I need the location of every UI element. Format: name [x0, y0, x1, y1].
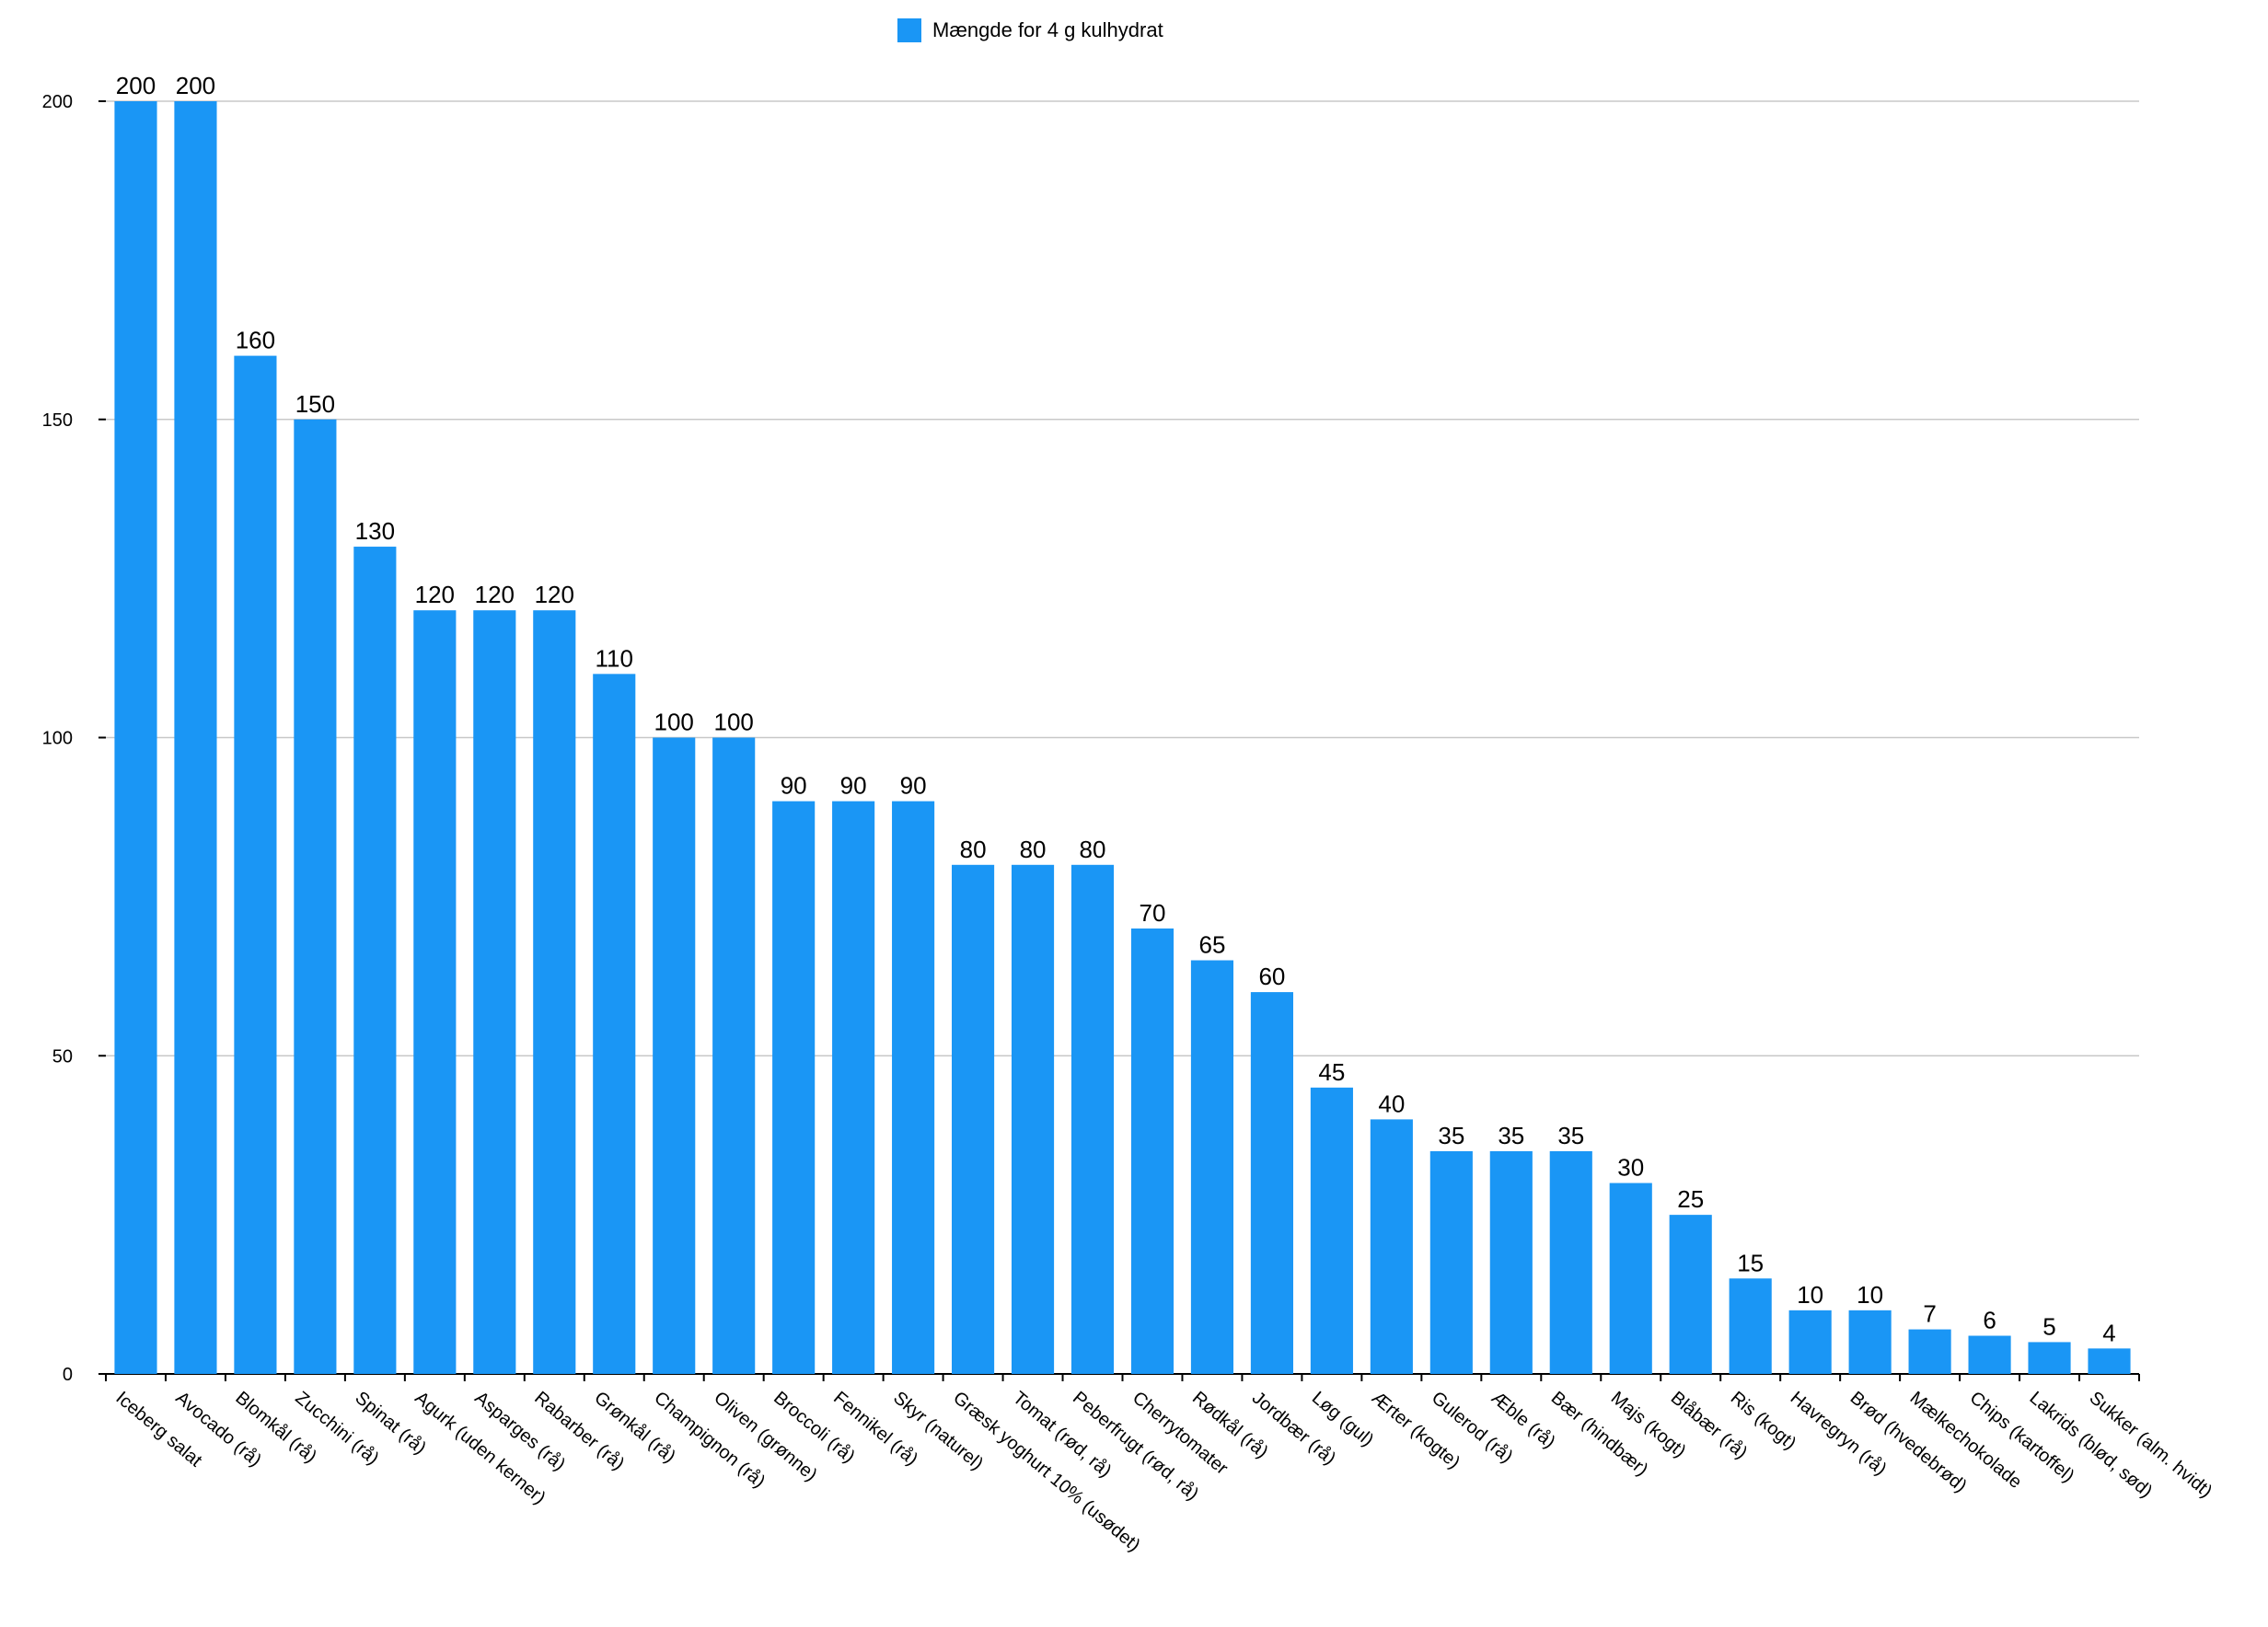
y-tick-label: 50	[52, 1046, 73, 1067]
data-label: 90	[781, 772, 807, 800]
data-label: 120	[475, 581, 515, 608]
bar	[1669, 1215, 1712, 1374]
data-label: 10	[1797, 1281, 1823, 1309]
legend: Mængde for 4 g kulhydrat	[897, 17, 1163, 44]
bar	[1310, 1087, 1353, 1374]
legend-label: Mængde for 4 g kulhydrat	[932, 18, 1163, 41]
data-label: 150	[295, 390, 335, 418]
bar	[1788, 1310, 1832, 1374]
category-label: Oliven (grønne)	[710, 1388, 821, 1485]
category-label: Champignon (rå)	[650, 1388, 769, 1492]
data-label: 110	[596, 644, 633, 672]
bar	[1848, 1310, 1892, 1374]
data-label: 70	[1140, 899, 1166, 927]
data-label: 15	[1737, 1249, 1764, 1276]
bar	[294, 419, 337, 1374]
category-label: Chips (kartoffel)	[1966, 1388, 2078, 1486]
data-label: 130	[355, 517, 395, 545]
bar	[653, 737, 696, 1374]
bar	[174, 101, 217, 1374]
data-label: 10	[1857, 1281, 1883, 1309]
bar	[593, 674, 636, 1374]
bar	[1609, 1183, 1652, 1374]
bar	[892, 801, 935, 1374]
data-label: 30	[1617, 1154, 1644, 1182]
data-label: 25	[1677, 1185, 1704, 1213]
data-label: 100	[654, 709, 694, 736]
bar	[1908, 1329, 1951, 1374]
bar	[2088, 1348, 2131, 1374]
bar	[1429, 1150, 1473, 1374]
data-label: 65	[1198, 931, 1225, 959]
bar	[114, 101, 157, 1374]
y-tick-label: 200	[42, 92, 73, 112]
bar	[1011, 864, 1055, 1374]
y-tick-label: 0	[63, 1365, 73, 1385]
bar	[832, 801, 875, 1374]
bar	[1549, 1150, 1592, 1374]
data-label: 7	[1923, 1300, 1936, 1328]
data-label: 80	[960, 836, 987, 863]
bar	[413, 610, 457, 1374]
bar	[533, 610, 576, 1374]
bar	[712, 737, 756, 1374]
bar	[1190, 960, 1234, 1374]
data-label: 120	[535, 581, 574, 608]
data-label: 160	[236, 327, 275, 354]
bar	[2028, 1342, 2071, 1374]
data-label: 100	[713, 709, 753, 736]
data-label: 35	[1498, 1122, 1524, 1149]
data-label: 5	[2042, 1312, 2055, 1340]
data-label: 6	[1983, 1307, 1996, 1334]
bar	[473, 610, 516, 1374]
data-label: 35	[1557, 1122, 1584, 1149]
data-label: 35	[1438, 1122, 1464, 1149]
bar	[1250, 992, 1293, 1374]
bar	[1489, 1150, 1533, 1374]
y-tick-label: 150	[42, 410, 73, 431]
bar	[1729, 1278, 1772, 1374]
data-label: 90	[840, 772, 867, 800]
data-label: 45	[1318, 1058, 1345, 1086]
data-label: 200	[176, 72, 215, 99]
data-label: 80	[1080, 836, 1106, 863]
bar	[772, 801, 816, 1374]
bar	[1070, 864, 1115, 1374]
data-label: 60	[1258, 963, 1285, 990]
y-tick-label: 100	[42, 729, 73, 749]
bar	[234, 355, 277, 1375]
data-label: 40	[1378, 1090, 1405, 1117]
bar	[353, 547, 397, 1374]
data-label: 80	[1020, 836, 1047, 863]
data-label: 90	[900, 772, 927, 800]
bar	[1130, 928, 1174, 1374]
data-label: 120	[415, 581, 455, 608]
data-label: 4	[2102, 1319, 2115, 1346]
legend-swatch	[897, 18, 921, 42]
bar	[1968, 1335, 2011, 1374]
data-label: 200	[116, 72, 156, 99]
bar	[952, 864, 995, 1374]
bar	[1370, 1119, 1413, 1374]
